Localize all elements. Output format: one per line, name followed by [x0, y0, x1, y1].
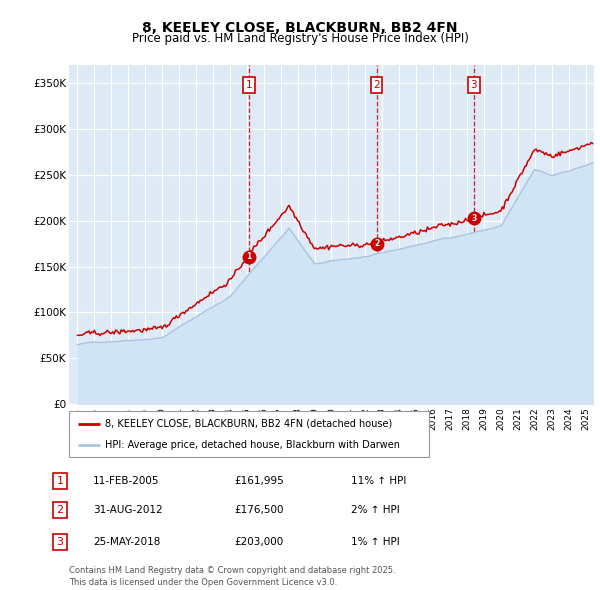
Text: 8, KEELEY CLOSE, BLACKBURN, BB2 4FN (detached house): 8, KEELEY CLOSE, BLACKBURN, BB2 4FN (det…: [105, 419, 392, 429]
Text: 3: 3: [471, 214, 476, 222]
Text: Contains HM Land Registry data © Crown copyright and database right 2025.
This d: Contains HM Land Registry data © Crown c…: [69, 566, 395, 587]
Text: 2: 2: [374, 240, 379, 248]
Text: 11-FEB-2005: 11-FEB-2005: [93, 476, 160, 486]
Text: 3: 3: [56, 537, 64, 546]
Text: 8, KEELEY CLOSE, BLACKBURN, BB2 4FN: 8, KEELEY CLOSE, BLACKBURN, BB2 4FN: [142, 21, 458, 35]
Text: £203,000: £203,000: [234, 537, 283, 546]
Text: £161,995: £161,995: [234, 476, 284, 486]
Text: 2: 2: [373, 80, 380, 90]
Text: 3: 3: [470, 80, 477, 90]
Text: HPI: Average price, detached house, Blackburn with Darwen: HPI: Average price, detached house, Blac…: [105, 440, 400, 450]
Text: 1: 1: [56, 476, 64, 486]
Text: 1: 1: [245, 80, 252, 90]
Text: 11% ↑ HPI: 11% ↑ HPI: [351, 476, 406, 486]
Text: 1% ↑ HPI: 1% ↑ HPI: [351, 537, 400, 546]
Text: 2: 2: [56, 506, 64, 515]
Text: 1: 1: [246, 253, 251, 261]
Text: 31-AUG-2012: 31-AUG-2012: [93, 506, 163, 515]
Text: 25-MAY-2018: 25-MAY-2018: [93, 537, 160, 546]
Text: £176,500: £176,500: [234, 506, 284, 515]
Text: Price paid vs. HM Land Registry's House Price Index (HPI): Price paid vs. HM Land Registry's House …: [131, 32, 469, 45]
Text: 2% ↑ HPI: 2% ↑ HPI: [351, 506, 400, 515]
